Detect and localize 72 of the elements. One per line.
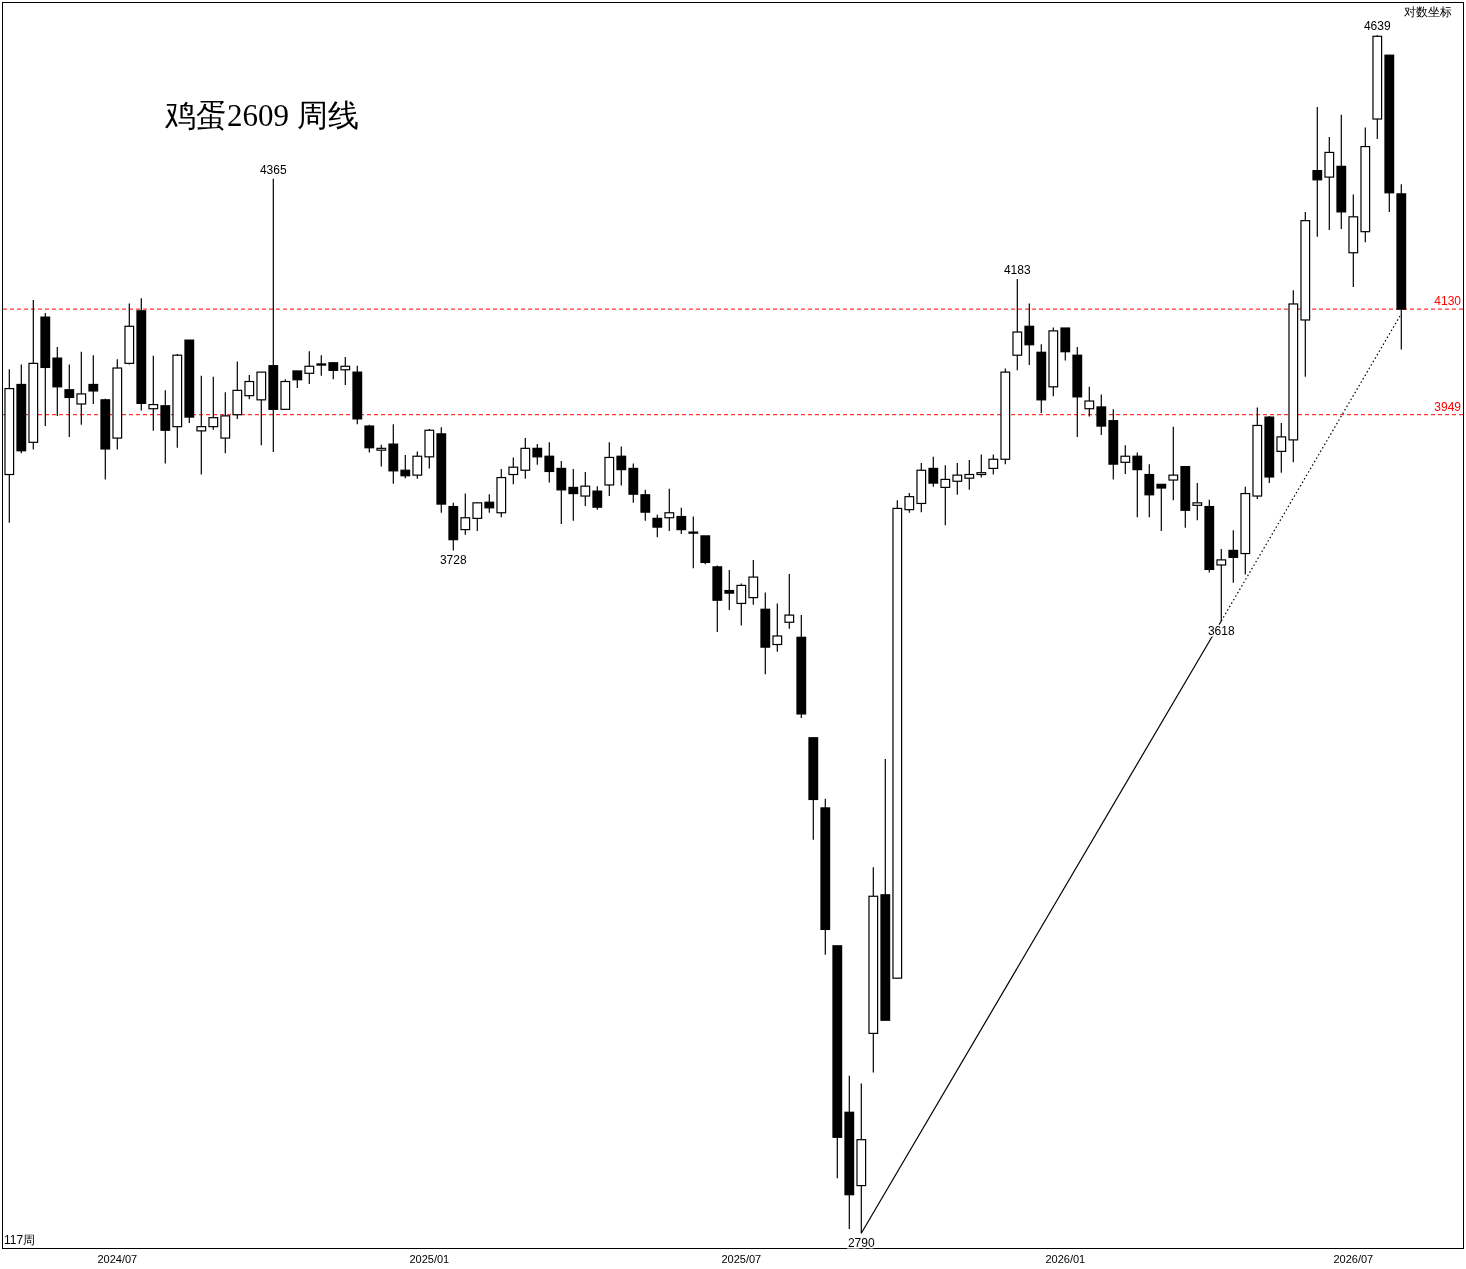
- x-tick-label: 2026/07: [1333, 1253, 1374, 1265]
- candlestick: [220, 391, 231, 454]
- candlestick: [976, 453, 987, 479]
- candlestick: [580, 471, 591, 507]
- candlestick: [1228, 529, 1239, 584]
- candlestick: [208, 376, 219, 431]
- candlestick: [640, 489, 651, 522]
- candlestick: [304, 350, 315, 385]
- candlestick: [316, 354, 327, 377]
- x-tick-label: 2026/01: [1045, 1253, 1086, 1265]
- x-tick-label: 2025/07: [721, 1253, 762, 1265]
- annotation: 4183: [1003, 263, 1031, 278]
- candlestick: [1084, 386, 1095, 418]
- annotation: 4365: [259, 162, 287, 177]
- x-tick-label: 2024/07: [97, 1253, 138, 1265]
- annotation: 2790: [847, 1236, 875, 1251]
- candlestick: [532, 443, 543, 466]
- candlestick: [1144, 463, 1155, 518]
- text: 鸡蛋2609 周线: [164, 98, 359, 133]
- candlestick: [196, 375, 207, 476]
- candlestick: [1156, 483, 1167, 532]
- candlestick: [1012, 278, 1023, 371]
- candlestick: [412, 450, 423, 480]
- annotation: 3728: [439, 553, 467, 568]
- candlestick: [400, 454, 411, 479]
- annotation: 对数坐标: [1404, 5, 1452, 19]
- candlestick: [592, 485, 603, 511]
- candlestick: [148, 355, 159, 432]
- candlestick: [484, 493, 495, 514]
- candlestick: [544, 441, 555, 484]
- candlestick: [724, 569, 735, 611]
- candlestick: [736, 582, 747, 627]
- candlestick: [940, 464, 951, 526]
- candlestick: [952, 462, 963, 496]
- candlestick: [568, 468, 579, 522]
- candlestick: [1192, 482, 1203, 521]
- candlestick: [460, 492, 471, 536]
- candlestick: [64, 363, 75, 438]
- candlestick: [508, 456, 519, 485]
- candlestick: [904, 492, 915, 514]
- candlestick: [520, 437, 531, 480]
- x-tick-label: 2025/01: [409, 1253, 450, 1265]
- candlestick: [88, 354, 99, 405]
- candlestick: [772, 602, 783, 653]
- candlestick: [76, 351, 87, 426]
- candlestick: [472, 502, 483, 532]
- candlestick: [988, 453, 999, 476]
- candlestick: [784, 573, 795, 630]
- candlestick: [748, 559, 759, 606]
- candlestick: [556, 460, 567, 525]
- candlestick: [1096, 393, 1107, 436]
- candlestick: [688, 515, 699, 569]
- candlestick: [1168, 426, 1179, 501]
- annotation: 117周: [4, 1233, 36, 1247]
- candlestick: [1312, 106, 1323, 238]
- ref-line-label: 4130: [1434, 294, 1462, 309]
- candlestick: [676, 507, 687, 535]
- candlestick: [664, 488, 675, 532]
- ref-line-label: 3949: [1434, 399, 1462, 414]
- candlestick: [1120, 444, 1131, 475]
- candlestick: [1276, 422, 1287, 474]
- candlestick: [964, 459, 975, 491]
- candlestick: [244, 374, 255, 400]
- candlestick: [1132, 451, 1143, 518]
- annotation: 4639: [1363, 19, 1391, 34]
- candlestick: [364, 424, 375, 454]
- candlestick: [652, 514, 663, 538]
- candlestick: [928, 456, 939, 488]
- candlestick: [376, 444, 387, 468]
- candlestick: [616, 445, 627, 487]
- candlestick: [1060, 327, 1071, 362]
- candlestick: [1024, 302, 1035, 366]
